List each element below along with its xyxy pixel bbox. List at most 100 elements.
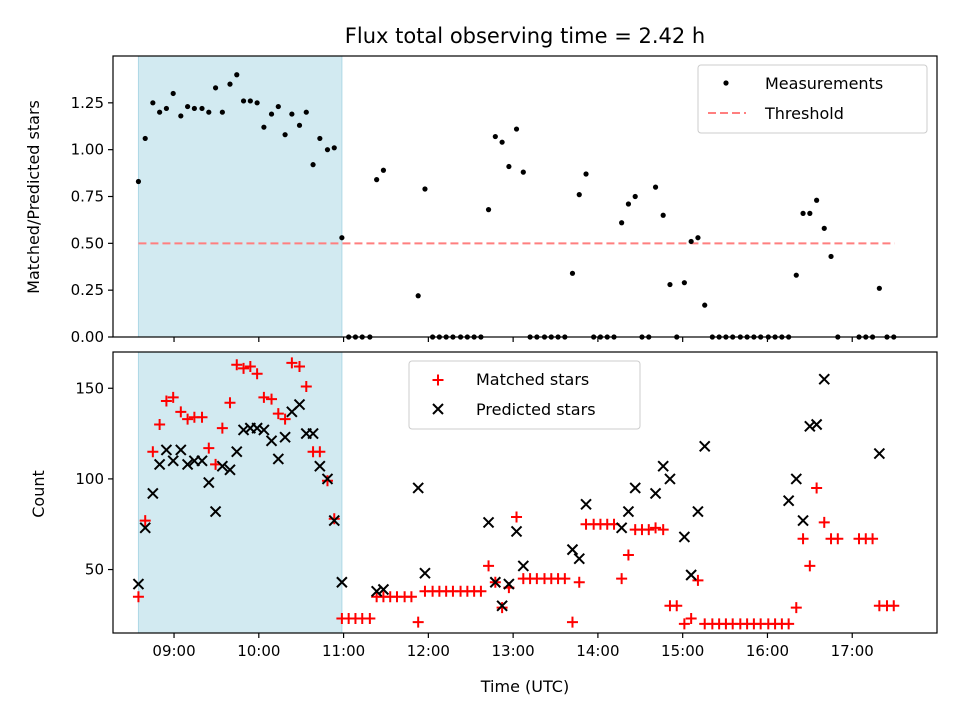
x-tick-label: 17:00 [831,642,874,660]
predicted-point [216,460,229,472]
predicted-point [482,516,495,529]
data-point [520,169,526,175]
bottom-series-matched-stars [132,357,900,630]
data-point [135,178,142,185]
data-point [261,124,267,130]
predicted-point [629,482,641,494]
predicted-point [336,576,348,588]
top-y-tick-label: 0.00 [71,328,104,346]
data-point [492,133,498,140]
predicted-point [203,476,215,489]
matched-point [286,357,298,369]
matched-point [182,413,194,425]
data-point [485,207,492,213]
predicted-point [566,543,579,556]
data-point [268,111,275,117]
predicted-point [314,460,326,472]
predicted-point [649,487,662,500]
x-tick-label: 11:00 [322,642,365,660]
predicted-point [664,473,676,485]
matched-point [818,516,830,528]
predicted-point [496,600,508,612]
matched-point [657,524,669,536]
data-point [800,210,806,216]
data-point [163,105,170,112]
predicted-point [510,525,523,538]
predicted-point [160,444,173,456]
predicted-point [196,455,208,467]
matched-point [559,573,571,585]
data-point [317,135,323,142]
data-point [422,186,428,192]
x-tick-label: 15:00 [661,642,704,660]
data-point [415,293,421,299]
matched-point [244,361,256,373]
matched-point [321,475,333,487]
top-y-tick-label: 0.75 [71,188,104,206]
predicted-point [258,424,270,436]
matched-point [132,591,144,603]
data-point [569,270,576,276]
x-tick-label: 12:00 [407,642,450,660]
data-point [632,193,638,200]
matched-point [566,616,578,628]
matched-point [616,573,628,585]
data-point [282,132,288,138]
top-panel: 0.00 0.25 0.50 0.75 1.00 1.25 Measurements Thre… [71,55,938,346]
predicted-point [328,514,340,527]
predicted-point [615,522,628,534]
data-point [660,212,666,218]
data-point [576,192,582,198]
data-point [199,105,205,112]
legend-predicted-label: Predicted stars [476,400,596,419]
x-tick-label: 10:00 [237,642,280,660]
data-point [247,98,253,104]
matched-point [328,513,340,525]
chart-title: Flux total observing time = 2.42 h [345,24,705,48]
matched-point [405,591,417,603]
matched-point [160,395,172,407]
top-y-tick-label: 1.25 [71,94,104,112]
matched-point [196,411,208,423]
data-point [876,285,882,291]
x-tick-label: 09:00 [152,642,195,660]
matched-point [266,393,278,405]
predicted-point [678,531,691,543]
matched-point [251,368,263,380]
bottom-legend [408,360,641,430]
data-point [681,280,687,286]
data-point [234,72,240,78]
predicted-point [818,373,830,385]
top-observing-span [137,55,343,338]
data-point [289,111,295,117]
data-point [275,103,281,110]
matched-point [224,397,236,409]
data-point [303,109,309,115]
matched-point [622,549,634,561]
data-point [583,171,589,177]
data-point [625,201,632,207]
data-point [619,220,625,226]
data-point [339,235,345,241]
matched-point [139,515,151,527]
predicted-point [657,460,669,472]
data-point [688,238,694,245]
x-tick-label: 16:00 [746,642,789,660]
data-point [667,281,673,288]
top-y-tick-label: 0.25 [71,281,104,299]
bottom-axes-frame [112,351,938,634]
data-point [380,167,387,173]
predicted-point [412,482,424,494]
predicted-point [181,458,194,471]
data-point [652,184,659,190]
matched-point [783,618,795,630]
predicted-point [622,505,635,518]
bottom-observing-span [137,351,343,634]
matched-point [279,413,291,425]
predicted-point [489,576,502,588]
data-point [212,85,219,91]
data-point [254,100,260,106]
predicted-point [797,514,809,527]
predicted-point [699,440,711,452]
